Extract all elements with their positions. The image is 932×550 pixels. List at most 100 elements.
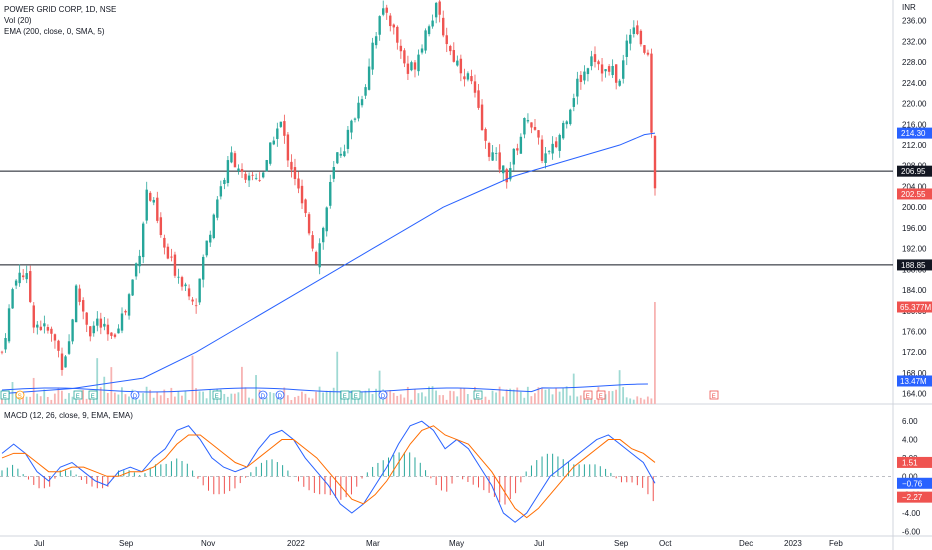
candle-body — [516, 148, 519, 151]
candle-body — [413, 62, 417, 70]
candle-body — [57, 340, 60, 351]
volume-bar — [406, 386, 409, 404]
candle-body — [403, 50, 406, 64]
volume-bar — [241, 366, 243, 404]
volume-bar — [177, 391, 180, 404]
earnings-marker — [340, 390, 350, 400]
candle-body — [470, 76, 473, 82]
macd-tick-label: 0.00 — [902, 472, 918, 481]
volume-bar — [417, 393, 420, 404]
candle-body — [445, 35, 448, 45]
earnings-marker — [709, 390, 719, 400]
candle-body — [170, 256, 173, 258]
candle-body — [477, 90, 480, 108]
price-tick-label: 192.00 — [902, 245, 927, 254]
volume-bar — [639, 397, 642, 404]
candle-body — [216, 199, 219, 218]
candle-body — [96, 318, 99, 326]
volume-bar — [551, 394, 554, 404]
candle-body — [389, 15, 392, 27]
candle-body — [547, 151, 551, 152]
candle-body — [276, 128, 279, 139]
candle-body — [240, 169, 244, 172]
candle-body — [593, 54, 597, 62]
candle-body — [120, 313, 124, 331]
event-marker-label: E — [343, 394, 347, 400]
volume-bar — [512, 389, 515, 404]
volume-bar — [643, 399, 646, 404]
volume-bar — [184, 390, 187, 404]
candle-body — [367, 66, 371, 90]
candle-body — [60, 353, 64, 370]
candle-body — [226, 160, 230, 184]
candle-body — [360, 99, 364, 106]
event-marker-label: D — [133, 394, 138, 400]
time-tick-label: May — [449, 539, 464, 548]
macd-tag-label: 1.51 — [902, 458, 918, 467]
time-tick-label: Sep — [119, 539, 134, 548]
volume-bar — [632, 399, 635, 404]
candle-body — [286, 134, 290, 161]
ema-legend: EMA (200, close, 0, SMA, 5) — [4, 27, 105, 36]
volume-bar — [226, 396, 229, 404]
candle-body — [46, 327, 50, 331]
volume-bar — [318, 386, 321, 404]
time-tick-label: 2023 — [784, 539, 802, 548]
candle-body — [449, 45, 452, 52]
dividend-marker — [15, 390, 25, 400]
time-tick-label: Sep — [614, 539, 629, 548]
candle-body — [322, 227, 325, 243]
volume-bar — [502, 396, 505, 404]
candle-body — [554, 141, 558, 148]
candle-body — [590, 56, 593, 67]
candle-body — [614, 64, 618, 83]
volume-bar — [110, 367, 113, 404]
candle-body — [269, 142, 272, 164]
candle-body — [152, 199, 155, 203]
candle-body — [99, 318, 103, 328]
price-tick-label: 176.00 — [902, 327, 927, 336]
candle-body — [650, 53, 653, 133]
candle-body — [156, 197, 159, 221]
candle-body — [184, 284, 187, 287]
candle-body — [353, 118, 357, 120]
signal-line — [1, 425, 656, 519]
candle-body — [569, 109, 572, 125]
volume-bar — [53, 393, 56, 404]
price-tick-label: 224.00 — [902, 79, 927, 88]
candle-body — [314, 251, 318, 264]
candle-body — [618, 80, 621, 86]
candle-body — [646, 52, 650, 55]
volume-bar — [364, 390, 367, 404]
volume-bar — [456, 396, 459, 404]
volume-bar — [586, 398, 589, 404]
volume-bar — [558, 391, 561, 404]
candle-body — [519, 136, 523, 154]
volume-bar — [378, 370, 381, 404]
candle-body — [149, 192, 152, 201]
currency-label: INR — [902, 3, 916, 12]
candle-body — [127, 294, 131, 316]
price-tick-label: 196.00 — [902, 224, 927, 233]
volume-bar — [622, 387, 625, 404]
candle-body — [586, 68, 590, 75]
candle-body — [212, 214, 215, 239]
volume-bar — [304, 393, 307, 404]
candle-body — [258, 179, 261, 181]
candle-body — [339, 153, 343, 156]
candle-body — [89, 326, 92, 337]
volume-bar — [350, 390, 353, 404]
volume-bar — [385, 392, 388, 404]
price-tick-label: 204.00 — [902, 182, 927, 191]
candle-body — [629, 34, 632, 44]
candle-body — [53, 334, 57, 341]
volume-bar — [526, 386, 529, 404]
volume-bar — [121, 387, 123, 404]
volume-bar — [202, 391, 204, 404]
candle-body — [420, 48, 424, 53]
volume-bar — [618, 370, 621, 404]
candle-body — [300, 185, 304, 204]
volume-bar — [445, 399, 448, 404]
candle-body — [244, 173, 247, 180]
